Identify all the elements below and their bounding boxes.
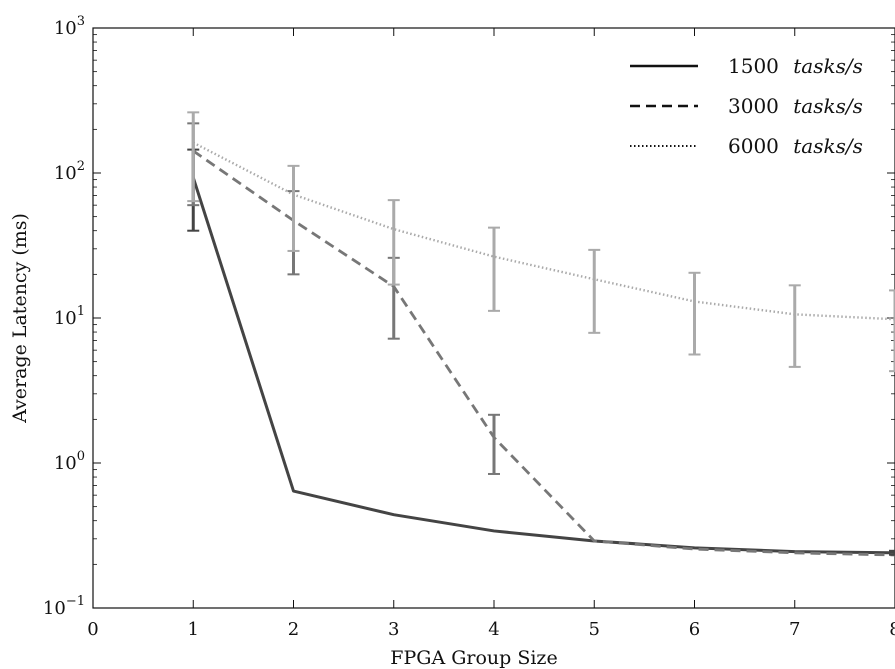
y-tick-exponent: 2 [77, 159, 85, 174]
y-tick-base: 10 [54, 18, 77, 39]
series-line-3000 [192, 149, 895, 557]
y-tick-label: 103 [54, 14, 85, 39]
x-tick-label: 1 [188, 619, 199, 640]
y-tick-base: 10 [54, 308, 77, 329]
y-tick-exponent: 1 [77, 304, 85, 319]
series-line-6000 [192, 141, 895, 321]
legend-number-1500: 1500 [728, 54, 779, 78]
y-tick-base: 10 [54, 453, 77, 474]
x-tick-label: 3 [388, 619, 399, 640]
legend-item-6000: 6000 tasks/s [630, 134, 863, 158]
series-lines [191, 141, 895, 557]
y-tick-label: 101 [54, 304, 85, 329]
x-tick-label: 8 [889, 619, 895, 640]
x-tick-label: 5 [589, 619, 600, 640]
y-tick-label: 10−1 [43, 594, 85, 619]
legend: 1500 tasks/s 3000 tasks/s 6000 tasks/s [630, 54, 863, 158]
x-tick-label: 2 [288, 619, 299, 640]
legend-unit-3000: tasks/s [793, 94, 863, 118]
y-tick-exponent: 0 [77, 449, 85, 464]
error-bars [187, 111, 895, 556]
y-tick-base: 10 [43, 598, 66, 619]
y-tick-label: 100 [54, 449, 85, 474]
legend-number-6000: 6000 [728, 134, 779, 158]
x-axis-label: FPGA Group Size [390, 647, 557, 669]
y-tick-base: 10 [54, 163, 77, 184]
y-tick-exponent: 3 [77, 14, 85, 29]
y-tick-label: 102 [54, 159, 85, 184]
legend-unit-6000: tasks/s [793, 134, 863, 158]
legend-label-6000: 6000 tasks/s [728, 134, 863, 158]
y-tick-exponent: −1 [66, 594, 85, 609]
x-tick-label: 7 [789, 619, 800, 640]
legend-unit-1500: tasks/s [793, 54, 863, 78]
series-line-1500 [191, 177, 895, 555]
legend-label-1500: 1500 tasks/s [728, 54, 863, 78]
y-axis-label: Average Latency (ms) [9, 213, 31, 424]
x-tick-label: 4 [488, 619, 499, 640]
x-tick-label: 6 [689, 619, 700, 640]
legend-item-3000: 3000 tasks/s [630, 94, 863, 118]
legend-item-1500: 1500 tasks/s [630, 54, 863, 78]
legend-number-3000: 3000 [728, 94, 779, 118]
legend-label-3000: 3000 tasks/s [728, 94, 863, 118]
x-tick-label: 0 [87, 619, 98, 640]
